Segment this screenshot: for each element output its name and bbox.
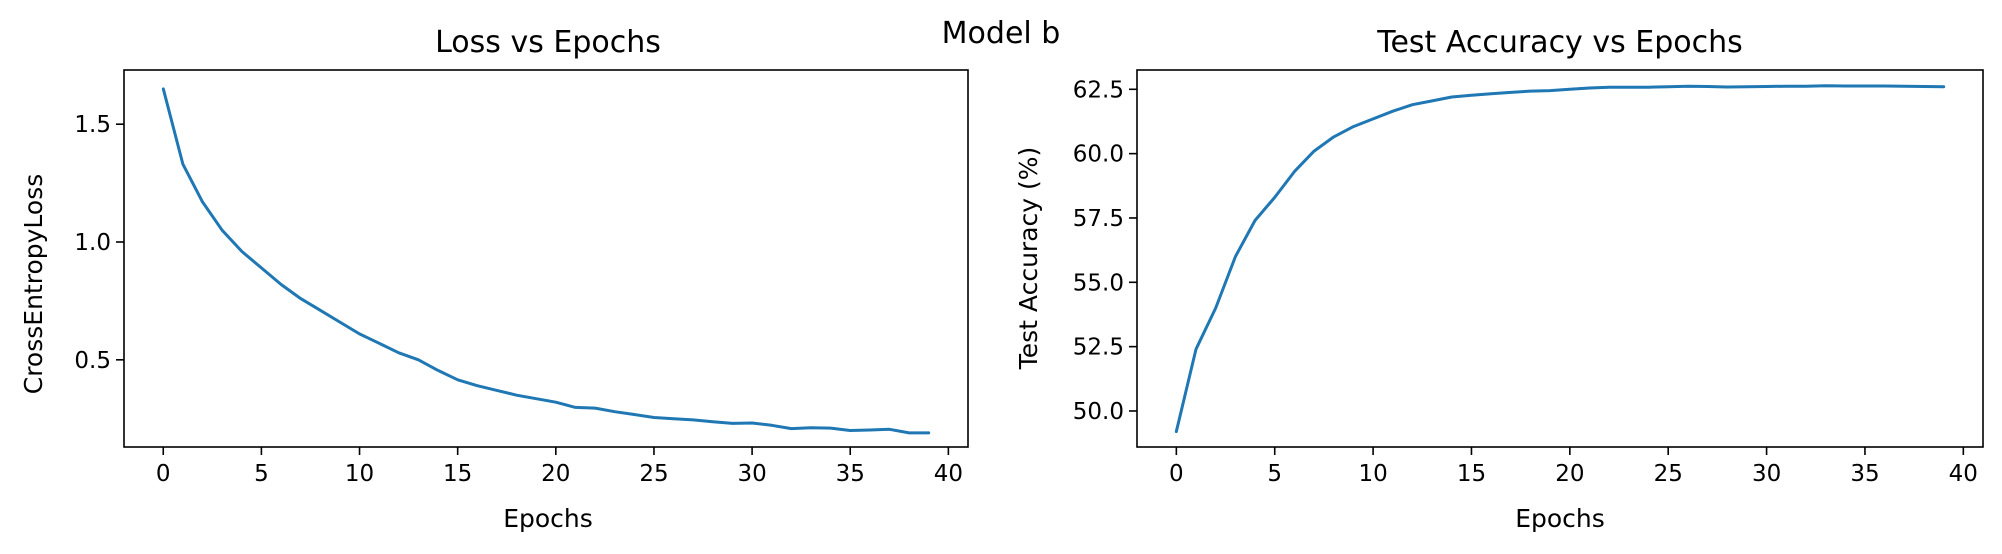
- accuracy-chart-xtick-label: 40: [1949, 461, 1978, 487]
- loss-chart-ticks: 0 5 10 15 20 25 30 35 40 0.5 1.0 1.5: [74, 112, 963, 487]
- loss-chart-xtick-label: 40: [934, 461, 963, 487]
- accuracy-chart-axes-frame: [1136, 69, 1984, 448]
- loss-chart-ytick-label: 1.0: [74, 230, 111, 256]
- accuracy-chart-ytick-label: 57.5: [1073, 206, 1124, 232]
- loss-chart-series: [161, 87, 931, 435]
- accuracy-chart-xtick-label: 0: [1169, 461, 1184, 487]
- accuracy-chart-xtick-label: 15: [1457, 461, 1486, 487]
- accuracy-chart-ytick-label: 52.5: [1073, 335, 1124, 361]
- accuracy-chart-xtick-label: 25: [1654, 461, 1683, 487]
- loss-chart-xtick-label: 30: [737, 461, 766, 487]
- loss-chart-xtick-label: 10: [345, 461, 374, 487]
- accuracy-chart-ytick-label: 60.0: [1073, 142, 1124, 168]
- accuracy-chart-ytick-label: 62.5: [1073, 77, 1124, 103]
- accuracy-chart-xtick-label: 10: [1358, 461, 1387, 487]
- loss-chart-xlabel: Epochs: [503, 504, 593, 533]
- accuracy-chart-ytick-label: 50.0: [1073, 399, 1124, 425]
- accuracy-chart-series: [1174, 84, 1946, 434]
- accuracy-chart-ylabel: Test Accuracy (%): [1014, 147, 1043, 371]
- accuracy-chart-ytick-label: 55.0: [1073, 270, 1124, 296]
- accuracy-chart-line: [1174, 84, 1946, 434]
- loss-chart-xtick-label: 5: [254, 461, 269, 487]
- loss-chart-line: [161, 87, 931, 435]
- accuracy-chart-xtick-label: 30: [1752, 461, 1781, 487]
- loss-chart-xtick-label: 25: [639, 461, 668, 487]
- loss-chart-axes-frame: [123, 69, 969, 448]
- loss-chart-xtick-label: 20: [541, 461, 570, 487]
- accuracy-chart-xtick-label: 5: [1267, 461, 1282, 487]
- accuracy-chart-ticks: 0 5 10 15 20 25 30 35 40 50.0 52.5 55.0 57.5 60.0 62.5: [1073, 77, 1978, 487]
- figure-suptitle: Model b: [941, 16, 1061, 51]
- accuracy-chart-xtick-label: 35: [1850, 461, 1879, 487]
- loss-chart-ytick-label: 0.5: [74, 348, 111, 374]
- loss-chart-xtick-label: 35: [836, 461, 865, 487]
- accuracy-chart-title: Test Accuracy vs Epochs: [1376, 25, 1743, 60]
- loss-chart-ytick-label: 1.5: [74, 112, 111, 138]
- accuracy-chart-xtick-label: 20: [1555, 461, 1584, 487]
- loss-chart-xtick-label: 0: [156, 461, 171, 487]
- accuracy-chart-xlabel: Epochs: [1515, 504, 1605, 533]
- loss-chart-title: Loss vs Epochs: [435, 25, 661, 60]
- loss-chart-ylabel: CrossEntropyLoss: [19, 174, 48, 395]
- loss-chart-xtick-label: 15: [443, 461, 472, 487]
